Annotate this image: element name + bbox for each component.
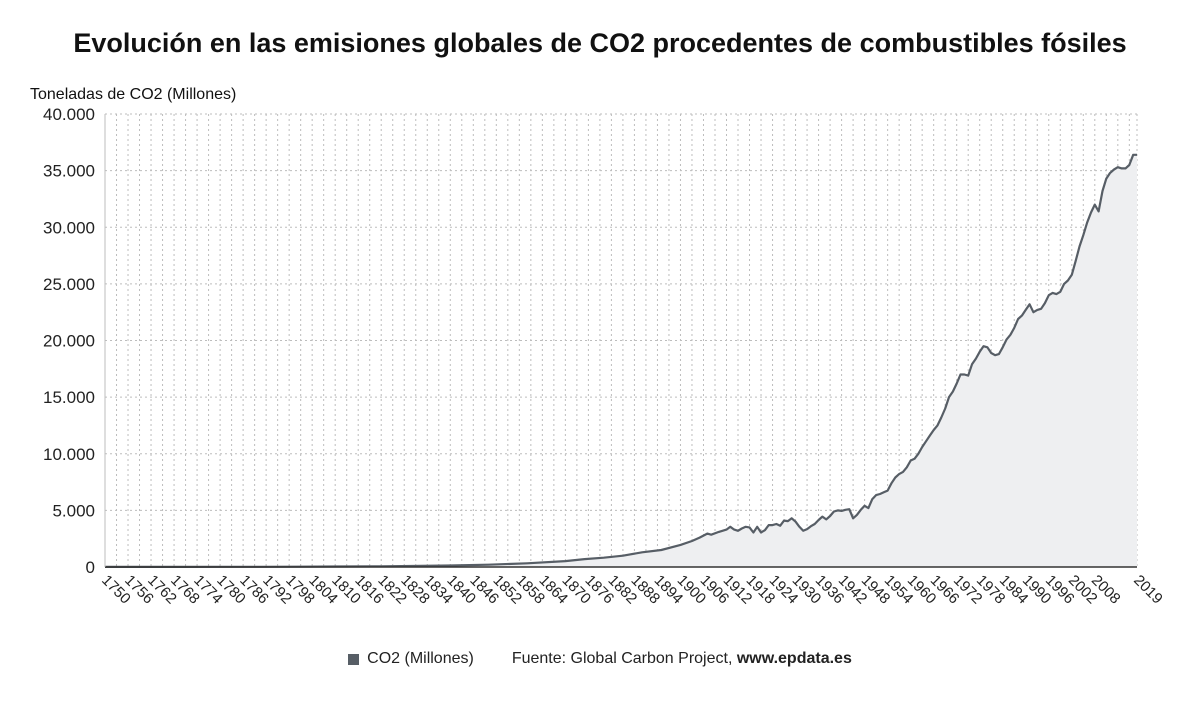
source-text: Fuente: Global Carbon Project, [511,650,737,667]
y-axis-title: Toneladas de CO2 (Millones) [30,86,236,103]
y-tick-label: 0 [86,558,95,577]
chart-title: Evolución en las emisiones globales de C… [73,28,1127,58]
x-tick-label: 2019 [1130,572,1166,608]
y-tick-label: 40.000 [43,105,95,124]
y-tick-label: 15.000 [43,388,95,407]
series-line [105,153,1137,568]
y-tick-label: 25.000 [43,275,95,294]
y-tick-label: 30.000 [43,218,95,237]
legend-entry: CO2 (Millones) [367,650,474,667]
y-tick-label: 10.000 [43,445,95,464]
y-tick-label: 35.000 [43,162,95,181]
y-tick-label: 20.000 [43,332,95,351]
legend: CO2 (Millones) Fuente: Global Carbon Pro… [0,650,1200,668]
source-note: Fuente: Global Carbon Project, www.epdat… [512,650,852,668]
legend-swatch [348,653,360,665]
y-tick-label: 5.000 [52,501,95,520]
source-link[interactable]: www.epdata.es [736,650,852,667]
series-area [105,154,1137,568]
